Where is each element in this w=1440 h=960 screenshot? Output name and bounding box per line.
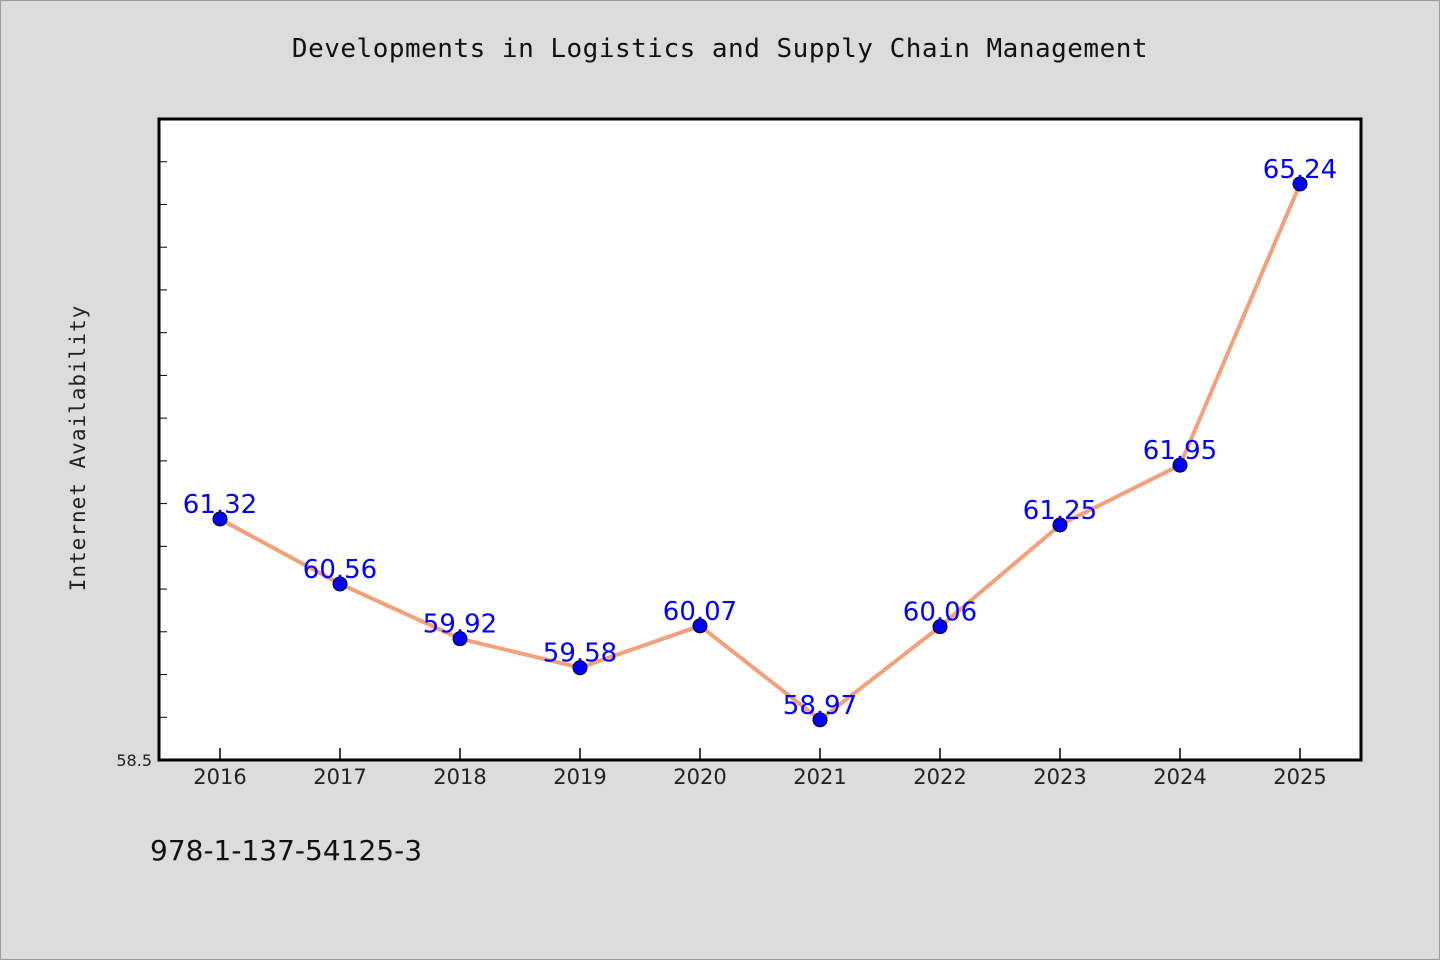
data-label: 61.32 (183, 490, 257, 520)
x-tick-label: 2020 (673, 765, 726, 789)
data-point (572, 660, 588, 676)
data-point (1052, 517, 1068, 533)
data-label: 61.25 (1023, 496, 1097, 526)
y-axis-ticks (159, 118, 167, 761)
x-tick-label: 2024 (1153, 765, 1206, 789)
series-line (218, 181, 1302, 722)
data-label: 60.06 (903, 598, 977, 628)
x-tick-label: 2025 (1273, 765, 1326, 789)
data-point (1292, 176, 1308, 192)
series-markers (212, 176, 1308, 728)
x-tick-label: 2021 (793, 765, 846, 789)
data-label: 65.24 (1263, 155, 1337, 185)
x-axis-ticks: 2016 2017 2018 2019 2020 2021 2022 2023 2024 2025 (193, 748, 1327, 789)
x-tick-label: 2017 (313, 765, 366, 789)
data-label: 58.97 (783, 691, 857, 721)
data-point (332, 576, 348, 592)
x-tick-label: 2022 (913, 765, 966, 789)
x-tick-label: 2018 (433, 765, 486, 789)
footer-code: 978-1-137-54125-3 (150, 834, 423, 867)
plot-area (157, 117, 1363, 762)
x-tick-label: 2023 (1033, 765, 1086, 789)
y-tick-label-min: 58.5 (116, 751, 152, 770)
data-label: 61.95 (1143, 436, 1217, 466)
data-point (932, 619, 948, 635)
data-point (812, 712, 828, 728)
data-label: 60.07 (663, 597, 737, 627)
data-labels: 61.32 60.56 59.92 59.58 60.07 58.97 60.06 61.25… (183, 155, 1337, 721)
data-label: 60.56 (303, 555, 377, 585)
x-tick-label: 2019 (553, 765, 606, 789)
data-point (212, 511, 228, 527)
x-tick-label: 2016 (193, 765, 246, 789)
chart-title: Developments in Logistics and Supply Cha… (291, 34, 1149, 64)
data-point (452, 631, 468, 647)
data-label: 59.92 (423, 610, 497, 640)
data-point (692, 618, 708, 634)
data-label: 59.58 (543, 639, 617, 669)
data-point (1172, 457, 1188, 473)
